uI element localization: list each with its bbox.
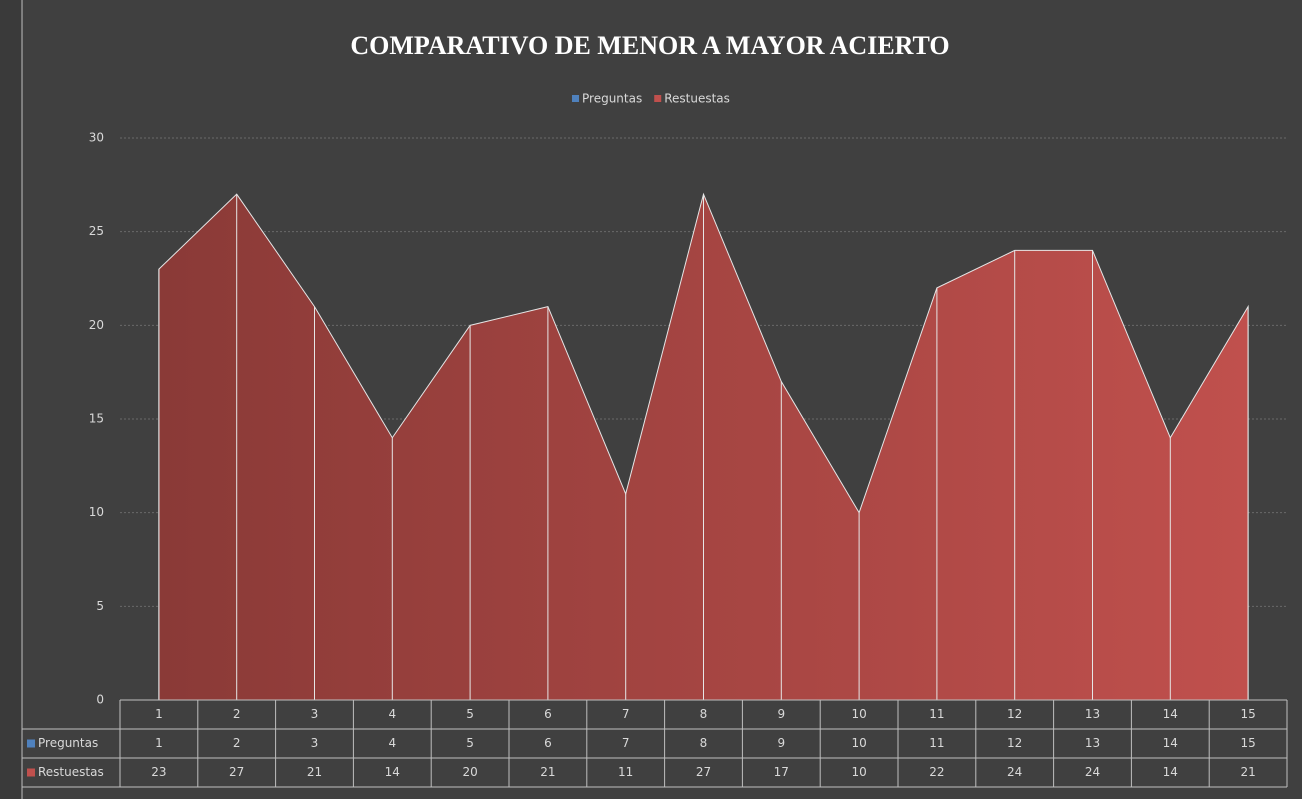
x-tick-label: 6: [544, 707, 552, 721]
table-legend-key: [27, 739, 35, 748]
x-tick-label: 10: [851, 707, 866, 721]
y-tick-label: 10: [89, 505, 104, 519]
y-tick-label: 0: [96, 693, 104, 707]
table-cell: 10: [851, 736, 866, 750]
table-cell: 24: [1007, 765, 1022, 779]
table-cell: 23: [151, 765, 166, 779]
x-tick-label: 11: [929, 707, 944, 721]
table-cell: 4: [388, 736, 396, 750]
y-tick-label: 25: [89, 224, 104, 238]
table-legend-key: [27, 768, 35, 777]
table-cell: 22: [929, 765, 944, 779]
y-tick-label: 20: [89, 318, 104, 332]
table-cell: 27: [696, 765, 711, 779]
y-tick-label: 30: [89, 131, 104, 145]
table-row-label: Restuestas: [38, 765, 104, 779]
table-cell: 17: [774, 765, 789, 779]
x-tick-label: 15: [1240, 707, 1255, 721]
x-tick-label: 14: [1163, 707, 1178, 721]
legend-label: Preguntas: [582, 92, 642, 106]
table-cell: 8: [700, 736, 708, 750]
x-tick-label: 3: [311, 707, 319, 721]
table-cell: 7: [622, 736, 630, 750]
table-cell: 10: [851, 765, 866, 779]
table-cell: 13: [1085, 736, 1100, 750]
table-cell: 12: [1007, 736, 1022, 750]
chart-title: COMPARATIVO DE MENOR A MAYOR ACIERTO: [350, 31, 949, 60]
table-cell: 27: [229, 765, 244, 779]
table-cell: 11: [929, 736, 944, 750]
table-cell: 9: [777, 736, 785, 750]
table-row-label: Preguntas: [38, 736, 98, 750]
table-cell: 24: [1085, 765, 1100, 779]
x-tick-label: 5: [466, 707, 474, 721]
table-cell: 14: [1163, 765, 1178, 779]
legend-label: Restuestas: [664, 92, 730, 106]
legend-swatch: [654, 95, 662, 102]
table-cell: 14: [385, 765, 400, 779]
x-tick-label: 12: [1007, 707, 1022, 721]
table-cell: 3: [311, 736, 319, 750]
table-cell: 1: [155, 736, 163, 750]
table-cell: 6: [544, 736, 552, 750]
x-tick-label: 7: [622, 707, 630, 721]
left-margin: [0, 0, 22, 799]
table-cell: 21: [307, 765, 322, 779]
x-tick-label: 4: [388, 707, 396, 721]
x-tick-label: 8: [700, 707, 708, 721]
x-tick-label: 2: [233, 707, 241, 721]
table-cell: 15: [1240, 736, 1255, 750]
table-cell: 11: [618, 765, 633, 779]
x-tick-label: 9: [777, 707, 785, 721]
x-tick-label: 13: [1085, 707, 1100, 721]
x-tick-label: 1: [155, 707, 163, 721]
y-tick-label: 15: [89, 412, 104, 426]
table-cell: 21: [1240, 765, 1255, 779]
table-cell: 14: [1163, 736, 1178, 750]
legend-swatch: [572, 95, 579, 102]
table-cell: 5: [466, 736, 474, 750]
table-cell: 21: [540, 765, 555, 779]
table-cell: 20: [462, 765, 477, 779]
y-tick-label: 5: [96, 599, 104, 613]
table-cell: 2: [233, 736, 241, 750]
